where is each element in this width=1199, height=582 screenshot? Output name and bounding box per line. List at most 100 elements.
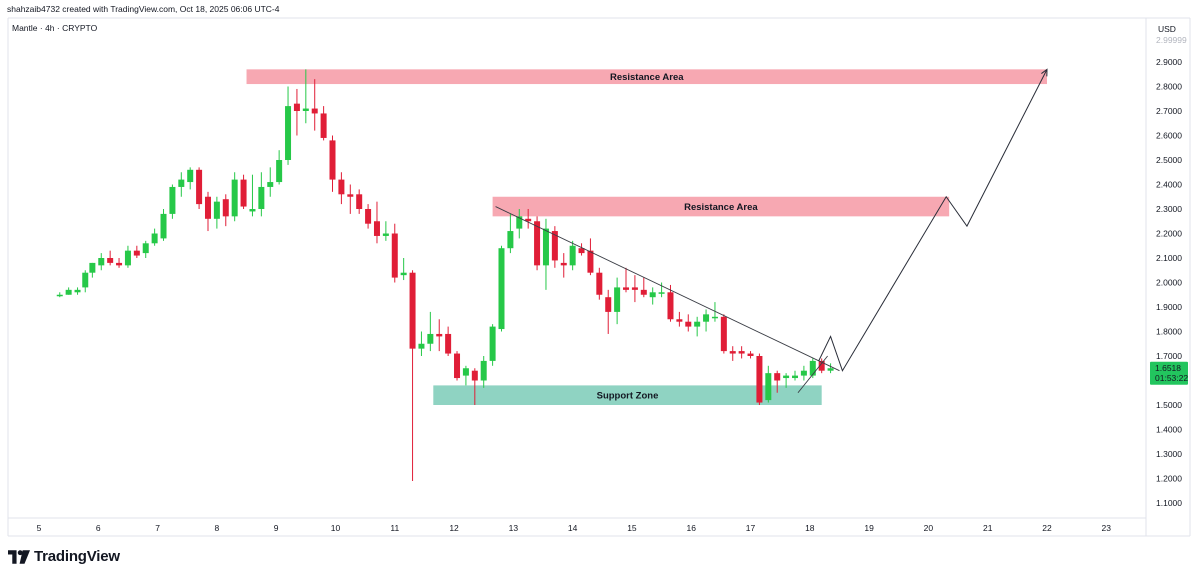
x-tick-label: 17 [746,523,756,533]
candle-body [249,209,256,212]
y-tick-label: 2.0000 [1156,278,1182,288]
candle-body [649,292,656,298]
candle-body [516,216,523,229]
candle-body [82,272,89,288]
x-tick-label: 7 [155,523,160,533]
tradingview-logo-icon [8,549,30,564]
candle-body [792,375,798,379]
candle-body [382,233,389,236]
candle-body [783,375,790,379]
y-tick-label: 1.3000 [1156,449,1182,459]
y-tick-label: 1.2000 [1156,474,1182,484]
resistance-zone-label: Resistance Area [684,202,758,213]
y-tick-label: 1.9000 [1156,302,1182,312]
candle-body [365,209,372,224]
y-tick-label-partial: 2.99999 [1156,35,1187,45]
x-tick-label: 23 [1102,523,1112,533]
price-label-countdown: 01:53:22 [1155,373,1188,383]
y-tick-label: 1.7000 [1156,351,1182,361]
candle-body [240,179,247,207]
candle-body [756,356,763,403]
support-zone [433,385,822,405]
candle-body [498,248,505,330]
x-tick-label: 6 [96,523,101,533]
candle-body [729,351,736,354]
candle-body [338,179,345,195]
candle-body [703,314,710,322]
candle-body [409,272,416,349]
candle-body [489,326,496,361]
candle-body [738,351,745,354]
y-tick-label: 2.4000 [1156,180,1182,190]
projection-path [818,69,1048,372]
candle-body [98,258,105,266]
support-zone-label: Support Zone [597,391,659,402]
candle-body [827,368,834,371]
candle-body [267,182,274,187]
candle-body [231,179,238,217]
candle-body [471,370,478,381]
candle-body [551,231,558,261]
x-tick-label: 12 [449,523,459,533]
candle-body [65,289,72,295]
x-tick-label: 13 [509,523,519,533]
candle-body [667,292,674,320]
candle-body [178,179,185,187]
candle-body [818,360,825,371]
candle-body [107,258,114,263]
candle-body [213,201,220,219]
candle-body [454,353,461,379]
candle-body [462,368,469,376]
candle-body [658,292,665,294]
candle-body [623,287,630,290]
candle-body [74,289,81,293]
candle-body [276,160,283,183]
candle-body [293,103,300,111]
candle-body [329,140,336,180]
candle-body [160,213,167,239]
candle-body [525,218,532,222]
x-tick-label: 22 [1042,523,1052,533]
candle-body [258,186,265,209]
y-tick-label: 2.7000 [1156,106,1182,116]
candle-body [187,169,194,183]
candle-body [711,316,718,319]
projection-arrowhead [1041,68,1048,77]
resistance-zone [246,69,1047,85]
candle-body [596,272,603,295]
x-tick-label: 15 [627,523,637,533]
tradingview-logo[interactable]: TradingView [8,548,120,565]
x-tick-label: 18 [805,523,815,533]
y-tick-label: 2.8000 [1156,82,1182,92]
y-tick-label: 2.2000 [1156,229,1182,239]
candle-body [685,321,692,327]
y-tick-label: 1.1000 [1156,498,1182,508]
candle-body [720,316,727,352]
candle-body [436,333,443,337]
candle-body [560,262,567,266]
candle-body [116,262,123,266]
x-tick-label: 16 [687,523,697,533]
candle-body [631,287,638,290]
candle-body [356,194,363,209]
y-tick-label: 2.3000 [1156,204,1182,214]
candle-body [542,228,549,266]
candle-body [507,231,514,249]
candle-body [605,297,612,312]
trendline [797,355,828,394]
candle-body [311,108,318,114]
price-label-box [1150,361,1188,385]
candle-body [640,289,647,295]
candle-body [89,262,96,273]
candle-body [347,194,354,197]
y-tick-label: 1.8000 [1156,327,1182,337]
y-tick-label: 2.9000 [1156,57,1182,67]
candle-body [587,250,594,273]
candle-body [418,343,425,349]
candle-body [774,373,781,381]
candle-body [373,221,380,236]
candle-body [302,108,309,111]
x-tick-label: 11 [390,523,399,533]
